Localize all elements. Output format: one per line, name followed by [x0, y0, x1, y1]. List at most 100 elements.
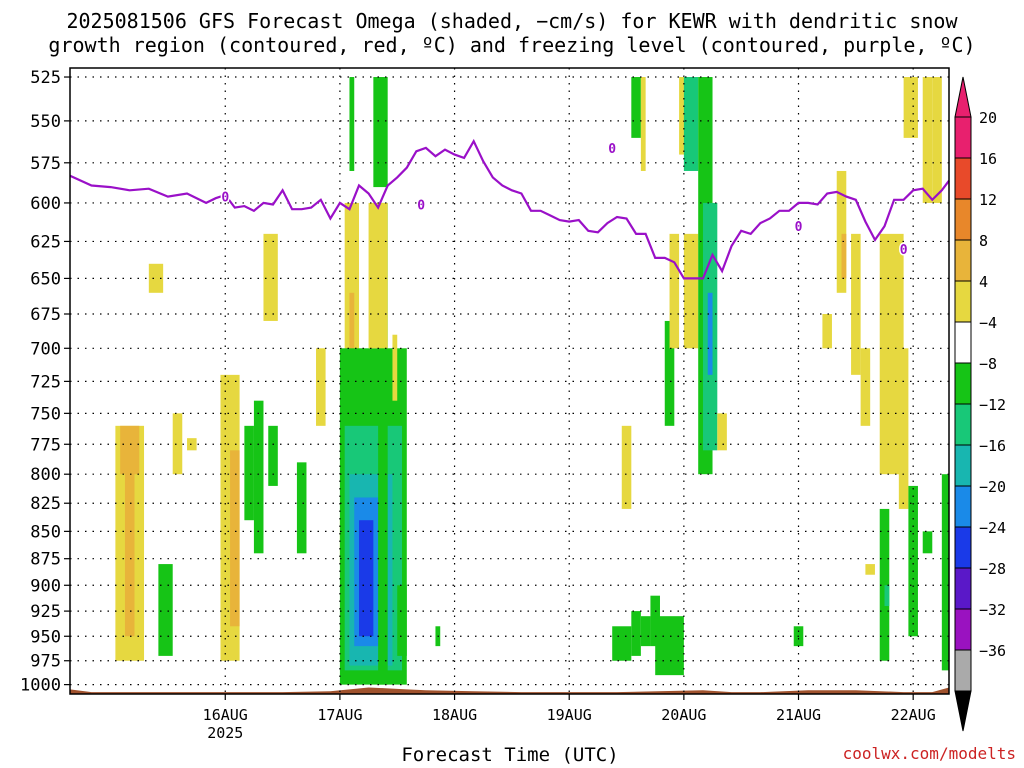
omega-cell [908, 485, 918, 637]
y-tick-label: 750 [30, 404, 61, 424]
freezing-level-label: 0 [417, 199, 425, 214]
omega-cells [115, 77, 949, 685]
freezing-level-label: 0 [221, 191, 229, 206]
omega-cell [378, 202, 388, 685]
omega-cell [230, 450, 240, 627]
plot-frame [69, 67, 950, 695]
y-tick-label: 800 [30, 465, 61, 485]
omega-cell [717, 413, 727, 451]
colorbar-label: 4 [979, 273, 988, 291]
plot-axes [64, 67, 950, 700]
omega-cell [349, 292, 355, 375]
colorbar-segment [954, 567, 972, 610]
colorbar-segment [954, 526, 972, 569]
omega-cell [683, 233, 699, 349]
omega-cell [120, 425, 140, 475]
colorbar-bottom-arrow [954, 690, 972, 732]
omega-cell [621, 425, 632, 509]
omega-cell [612, 626, 632, 661]
omega-cell [851, 233, 861, 375]
omega-cell [922, 77, 933, 203]
omega-cell [865, 564, 875, 575]
omega-cell [368, 202, 388, 349]
colorbar-label: −20 [979, 478, 1006, 496]
omega-cell [836, 170, 847, 293]
omega-cell [373, 77, 388, 188]
freezing-level-label: 0 [608, 142, 616, 157]
colorbar-segment [954, 444, 972, 487]
omega-cell [296, 462, 307, 554]
y-tick-label: 1000 [20, 676, 61, 696]
y-tick-label: 925 [30, 602, 61, 622]
colorbar-segment [954, 280, 972, 323]
omega-cell [898, 348, 909, 509]
omega-cell [932, 77, 942, 203]
colorbar-label: 16 [979, 150, 997, 168]
omega-cell [879, 233, 904, 475]
x-tick-label: 21AUG [776, 706, 821, 724]
y-tick-label: 875 [30, 550, 61, 570]
y-tick-label: 975 [30, 652, 61, 672]
omega-cell [884, 585, 890, 606]
y-tick-label: 650 [30, 269, 61, 289]
colorbar-label: −8 [979, 355, 997, 373]
terrain-band [70, 687, 949, 694]
colorbar-label: −32 [979, 601, 1006, 619]
colorbar-label: −16 [979, 437, 1006, 455]
y-tick-label: 550 [30, 112, 61, 132]
y-tick-label: 850 [30, 522, 61, 542]
y-tick-label: 900 [30, 576, 61, 596]
omega-cell [316, 348, 326, 426]
omega-cell [263, 233, 278, 321]
colorbar-label: −12 [979, 396, 1006, 414]
colorbar-label: −4 [979, 314, 997, 332]
omega-cell [841, 233, 847, 279]
x-tick-label: 22AUG [891, 706, 936, 724]
omega-cell [268, 425, 278, 486]
colorbar-segment [954, 198, 972, 241]
x-tick-sublabel: 2025 [207, 724, 243, 742]
omega-cell [860, 348, 871, 426]
freezing-level-label: 0 [900, 243, 908, 258]
omega-cell [683, 77, 699, 171]
omega-cell [669, 233, 680, 349]
x-tick-label: 20AUG [661, 706, 706, 724]
omega-cell [922, 531, 933, 554]
omega-cell [640, 77, 646, 171]
colorbar-segment [954, 649, 972, 692]
omega-cell [244, 425, 254, 521]
omega-cell [349, 77, 355, 171]
x-tick-label: 17AUG [317, 706, 362, 724]
omega-cell [631, 77, 641, 138]
omega-cell [903, 77, 918, 138]
omega-cell [707, 292, 713, 375]
colorbar-segment [954, 608, 972, 651]
colorbar-label: −36 [979, 642, 1006, 660]
colorbar-segment [954, 321, 972, 364]
omega-cell [253, 400, 264, 554]
omega-cell [359, 520, 374, 637]
colorbar-label: 12 [979, 191, 997, 209]
colorbar-segment [954, 157, 972, 200]
omega-cell [941, 474, 949, 671]
y-tick-label: 575 [30, 154, 61, 174]
omega-cell [397, 585, 407, 656]
colorbar-label: 20 [979, 109, 997, 127]
freezing-level-label: 0 [795, 220, 803, 235]
y-tick-label: 625 [30, 232, 61, 252]
terrain-fill [70, 687, 949, 694]
colorbar-top-arrow [954, 76, 972, 118]
colorbar-label: −24 [979, 519, 1006, 537]
y-tick-label: 525 [30, 68, 61, 88]
omega-cell [822, 313, 832, 349]
colorbar-segment [954, 485, 972, 528]
omega-cell [392, 334, 398, 401]
site-credit: coolwx.com/modelts [842, 744, 1016, 763]
chart-title-line-2: growth region (contoured, red, ºC) and f… [48, 33, 976, 57]
omega-cell [640, 616, 651, 647]
colorbar-segment [954, 403, 972, 446]
freezing-level-line [69, 138, 950, 280]
x-axis-label: Forecast Time (UTC) [401, 744, 619, 766]
colorbar: 20 16 12 8 4 −4 −8 −12 −16 −20 −24 −28 −32 −36 [954, 76, 1006, 732]
